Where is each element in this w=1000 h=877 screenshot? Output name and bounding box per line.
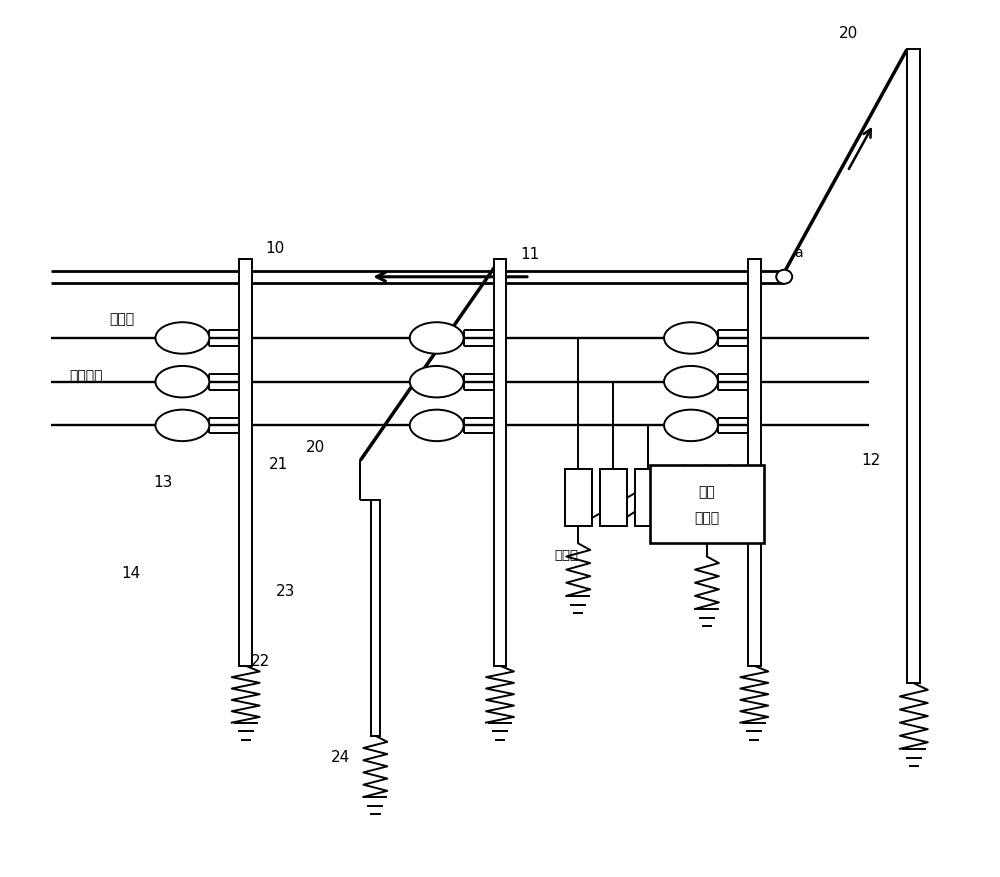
Ellipse shape (664, 410, 718, 441)
Text: 10: 10 (266, 241, 285, 256)
Ellipse shape (155, 322, 209, 353)
Text: 变压器: 变压器 (694, 511, 719, 525)
Bar (635, 469, 662, 526)
Text: 配电: 配电 (699, 485, 715, 499)
Bar (565, 469, 592, 526)
Ellipse shape (664, 322, 718, 353)
Text: 22: 22 (251, 653, 270, 669)
Ellipse shape (155, 410, 209, 441)
Ellipse shape (155, 366, 209, 397)
Text: 绝缘子: 绝缘子 (109, 312, 134, 326)
Text: 11: 11 (520, 247, 539, 262)
Text: 避雷器: 避雷器 (555, 549, 579, 562)
Bar (650, 465, 764, 544)
Text: 20: 20 (839, 26, 858, 41)
Text: 24: 24 (330, 750, 350, 765)
Text: 20: 20 (306, 439, 325, 454)
Ellipse shape (410, 410, 464, 441)
Bar (600, 469, 627, 526)
Ellipse shape (776, 270, 792, 284)
Text: 21: 21 (269, 457, 288, 472)
Text: 三相导线: 三相导线 (69, 369, 103, 383)
Bar (494, 260, 506, 666)
Bar (907, 49, 920, 683)
Text: 14: 14 (121, 567, 140, 581)
Bar (748, 260, 761, 666)
Text: 13: 13 (153, 474, 172, 489)
Text: 12: 12 (861, 453, 880, 467)
Bar (239, 260, 252, 666)
Ellipse shape (664, 366, 718, 397)
Ellipse shape (410, 366, 464, 397)
Bar (371, 500, 380, 736)
Text: 23: 23 (276, 584, 295, 599)
Ellipse shape (410, 322, 464, 353)
Text: a: a (794, 246, 803, 260)
